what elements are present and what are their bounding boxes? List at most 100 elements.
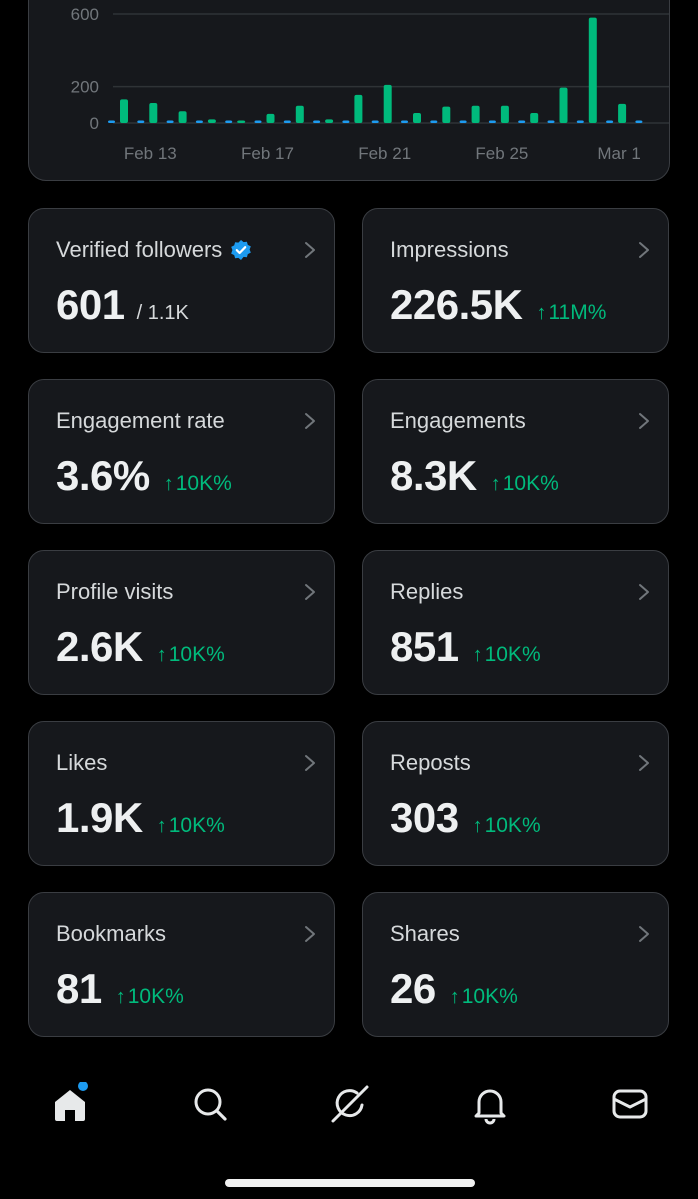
mail-icon [612, 1089, 648, 1119]
chevron-right-icon [305, 413, 315, 429]
card-label: Impressions [390, 237, 509, 262]
nav-notifications[interactable] [468, 1082, 512, 1126]
grok-icon [331, 1085, 369, 1123]
arrow-up-icon: ↑ [156, 644, 167, 666]
bell-icon [474, 1089, 506, 1125]
bar-previous [108, 120, 115, 123]
card-likes[interactable]: Likes 1.9K ↑ 10K% [28, 721, 335, 866]
bar-current [120, 99, 128, 123]
card-value: 226.5K [390, 281, 523, 328]
card-delta: ↑ 10K% [472, 814, 541, 837]
nav-home[interactable] [48, 1081, 92, 1126]
card-label: Shares [390, 921, 460, 946]
nav-grok[interactable] [328, 1082, 372, 1126]
card-value: 26 [390, 965, 436, 1012]
bar-previous [547, 120, 555, 123]
bar-previous [459, 120, 467, 123]
card-value: 2.6K [56, 623, 143, 670]
chevron-right-icon [639, 926, 649, 942]
nav-search[interactable] [188, 1082, 232, 1126]
bar-current [354, 94, 363, 123]
nav-messages[interactable] [608, 1082, 652, 1126]
verified-badge-icon [231, 240, 252, 260]
card-impressions[interactable]: Impressions 226.5K ↑ 11M% [362, 208, 669, 353]
bar-previous [401, 120, 408, 123]
bar-current [207, 119, 216, 123]
x-tick-label: Mar 1 [597, 144, 640, 163]
bar-current [149, 103, 158, 123]
card-label: Bookmarks [56, 921, 167, 946]
bar-previous [488, 120, 496, 123]
card-reposts[interactable]: Reposts 303 ↑ 10K% [362, 721, 669, 866]
card-value: 81 [56, 965, 102, 1012]
card-profile-visits[interactable]: Profile visits 2.6K ↑ 10K% [28, 550, 335, 695]
bar-previous [195, 120, 203, 123]
bar-current [559, 87, 568, 123]
bar-previous [166, 120, 174, 123]
card-bookmarks[interactable]: Bookmarks 81 ↑ 10K% [28, 892, 335, 1037]
card-verified-followers[interactable]: Verified followers 601 / 1.1K [28, 208, 335, 353]
arrow-up-icon: ↑ [156, 815, 167, 837]
card-engagement-rate[interactable]: Engagement rate 3.6% ↑ 10K% [28, 379, 335, 524]
card-value: 303 [390, 794, 459, 841]
card-label: Likes [56, 750, 108, 775]
bar-previous [313, 120, 321, 123]
card-label: Replies [390, 579, 464, 604]
chevron-right-icon [639, 584, 649, 600]
x-tick-label: Feb 21 [358, 144, 411, 163]
chevron-right-icon [639, 755, 649, 771]
search-icon [194, 1088, 227, 1121]
y-tick-label: 0 [90, 114, 99, 133]
bottom-nav [0, 1060, 698, 1150]
card-total: / 1.1K [136, 302, 189, 324]
card-value: 601 [56, 281, 125, 328]
card-shares[interactable]: Shares 26 ↑ 10K% [362, 892, 669, 1037]
bar-current [500, 105, 509, 123]
bar-current [266, 113, 275, 123]
card-delta: ↑ 10K% [115, 985, 184, 1008]
bar-previous [518, 120, 526, 123]
bar-previous [430, 120, 438, 123]
card-delta: ↑ 10K% [163, 472, 232, 495]
arrow-up-icon: ↑ [472, 644, 483, 666]
x-tick-label: Feb 25 [475, 144, 528, 163]
bar-current [471, 105, 480, 123]
arrow-up-icon: ↑ [163, 473, 174, 495]
chevron-right-icon [305, 755, 315, 771]
y-tick-label: 600 [71, 5, 99, 24]
bar-current [588, 17, 597, 124]
bar-previous [576, 120, 584, 123]
bar-current [383, 84, 392, 123]
chart-card: 0 200 600 Feb 13 Feb 17 Feb 21 Feb 25 Mar 1 [28, 0, 670, 181]
bar-previous [225, 120, 233, 123]
notification-dot [78, 1081, 88, 1091]
bar-current [442, 106, 451, 123]
card-delta: ↑ 11M% [536, 301, 607, 324]
card-value: 851 [390, 623, 459, 670]
card-value: 3.6% [56, 452, 150, 499]
arrow-up-icon: ↑ [472, 815, 483, 837]
bar-current [618, 103, 627, 123]
daily-bar-chart: 0 200 600 Feb 13 Feb 17 Feb 21 Feb 25 Mar 1 [71, 5, 669, 163]
card-delta: ↑ 10K% [490, 472, 559, 495]
card-label: Engagement rate [56, 408, 225, 433]
card-engagements[interactable]: Engagements 8.3K ↑ 10K% [362, 379, 669, 524]
home-icon [55, 1081, 88, 1121]
chevron-right-icon [639, 242, 649, 258]
bar-previous [371, 120, 379, 123]
card-value: 8.3K [390, 452, 477, 499]
bar-previous [137, 120, 145, 123]
card-label: Profile visits [56, 579, 174, 604]
x-tick-label: Feb 13 [124, 144, 177, 163]
chevron-right-icon [305, 242, 315, 258]
card-label: Verified followers [56, 237, 223, 262]
bar-current [413, 113, 421, 123]
bar-current [237, 120, 246, 123]
arrow-up-icon: ↑ [490, 473, 501, 495]
bar-current [178, 111, 187, 123]
x-tick-label: Feb 17 [241, 144, 294, 163]
card-delta: ↑ 10K% [472, 643, 541, 666]
bar-previous [635, 120, 643, 123]
bar-previous [606, 120, 614, 123]
card-replies[interactable]: Replies 851 ↑ 10K% [362, 550, 669, 695]
